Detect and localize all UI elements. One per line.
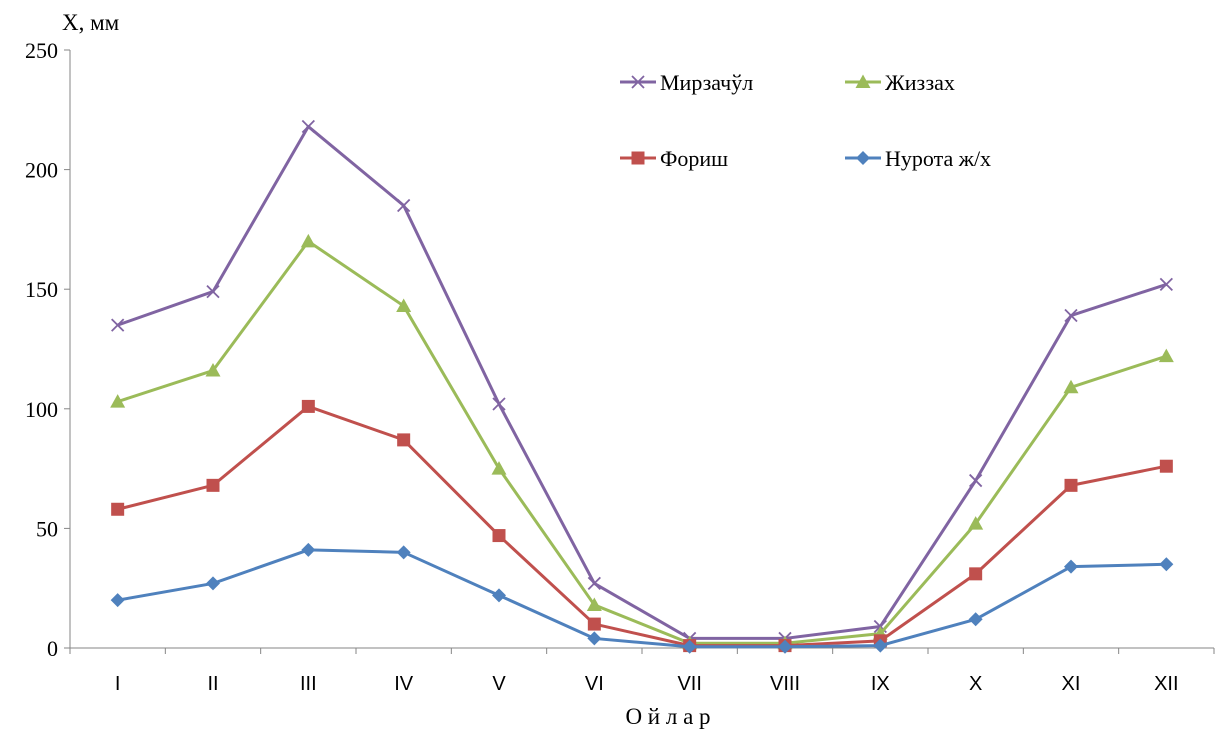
series-square: [111, 399, 1173, 653]
data-point-square-marker: [631, 151, 645, 165]
data-point-square-marker: [492, 529, 506, 543]
legend-label: Мирзачўл: [660, 70, 753, 95]
data-point-x-marker: [1064, 308, 1078, 323]
data-point-square-marker: [1064, 478, 1078, 492]
data-point-diamond-marker: [856, 151, 870, 165]
series-layer: [110, 119, 1174, 654]
data-point-square-marker: [397, 433, 411, 447]
data-point-triangle-marker: [855, 74, 871, 88]
data-point-triangle-marker: [396, 298, 412, 312]
data-point-triangle-marker: [1063, 379, 1079, 394]
data-point-diamond-marker: [968, 612, 983, 627]
x-tick-label: VI: [585, 673, 604, 695]
legend-item: Фориш: [620, 146, 728, 171]
series-line: [117, 548, 1167, 649]
y-tick-label: 100: [25, 397, 58, 422]
series-line: [117, 404, 1167, 648]
data-point-diamond-marker: [110, 593, 125, 608]
data-point-diamond-marker: [1064, 559, 1078, 574]
data-point-triangle-marker: [110, 394, 126, 408]
data-point-square-marker: [301, 399, 315, 413]
data-point-diamond-marker: [778, 639, 792, 654]
data-point-square-marker: [111, 502, 125, 516]
series-x: [111, 119, 1173, 646]
x-tick-label: X: [969, 673, 982, 695]
data-point-square-marker: [587, 617, 601, 631]
legend-item: Жиззах: [845, 70, 955, 95]
y-axis-title: X, мм: [62, 10, 120, 35]
data-point-x-marker: [206, 284, 220, 299]
series-line: [117, 239, 1167, 645]
x-tick-label: V: [492, 673, 506, 695]
data-point-x-marker: [1159, 277, 1173, 292]
series-line: [117, 125, 1167, 640]
data-point-x-marker: [969, 473, 983, 488]
y-tick-label: 50: [36, 516, 58, 541]
data-point-x-marker: [111, 318, 125, 332]
data-point-triangle-marker: [968, 516, 984, 530]
data-point-diamond-marker: [587, 631, 602, 646]
x-tick-label: XI: [1062, 673, 1081, 695]
x-tick-label: IV: [394, 673, 414, 695]
data-point-diamond-marker: [492, 588, 506, 603]
data-point-square-marker: [1159, 459, 1173, 473]
legend-label: Фориш: [660, 146, 728, 171]
y-tick-label: 0: [47, 636, 58, 661]
data-point-x-marker: [301, 119, 315, 134]
x-tick-label: III: [300, 673, 317, 695]
legend-item: Нурота ж/х: [845, 146, 991, 171]
x-tick-label: II: [207, 673, 218, 695]
data-point-square-marker: [969, 567, 983, 581]
data-point-diamond-marker: [396, 545, 411, 560]
x-tick-label: XII: [1154, 673, 1178, 695]
data-point-diamond-marker: [1159, 557, 1174, 572]
y-tick-label: 150: [25, 277, 58, 302]
data-point-triangle-marker: [300, 233, 316, 248]
x-tick-label: I: [115, 673, 121, 695]
series-diamond: [110, 542, 1174, 654]
data-point-diamond-marker: [301, 542, 316, 557]
legend-label: Нурота ж/х: [885, 146, 991, 171]
data-point-x-marker: [492, 397, 506, 411]
data-point-diamond-marker: [206, 576, 220, 591]
data-point-triangle-marker: [586, 597, 602, 611]
x-tick-label: VIII: [770, 673, 800, 695]
data-point-triangle-marker: [491, 461, 507, 475]
series-triangle: [110, 233, 1174, 650]
data-point-x-marker: [587, 576, 601, 591]
data-point-square-marker: [206, 478, 220, 492]
y-tick-label: 250: [25, 38, 58, 63]
legend-label: Жиззах: [885, 70, 955, 95]
data-point-triangle-marker: [1158, 348, 1174, 363]
x-tick-label: VII: [677, 673, 701, 695]
data-point-x-marker: [631, 75, 645, 89]
data-point-diamond-marker: [682, 639, 697, 654]
data-point-triangle-marker: [205, 363, 221, 377]
x-axis-title: О й л а р: [625, 704, 710, 729]
y-tick-label: 200: [25, 158, 58, 183]
x-tick-label: IX: [871, 673, 890, 695]
data-point-diamond-marker: [873, 638, 888, 653]
data-point-x-marker: [397, 198, 411, 213]
legend-item: Мирзачўл: [620, 70, 753, 95]
legend: Мирзачўл Жиззах Фориш Нурота ж/х: [620, 70, 991, 171]
